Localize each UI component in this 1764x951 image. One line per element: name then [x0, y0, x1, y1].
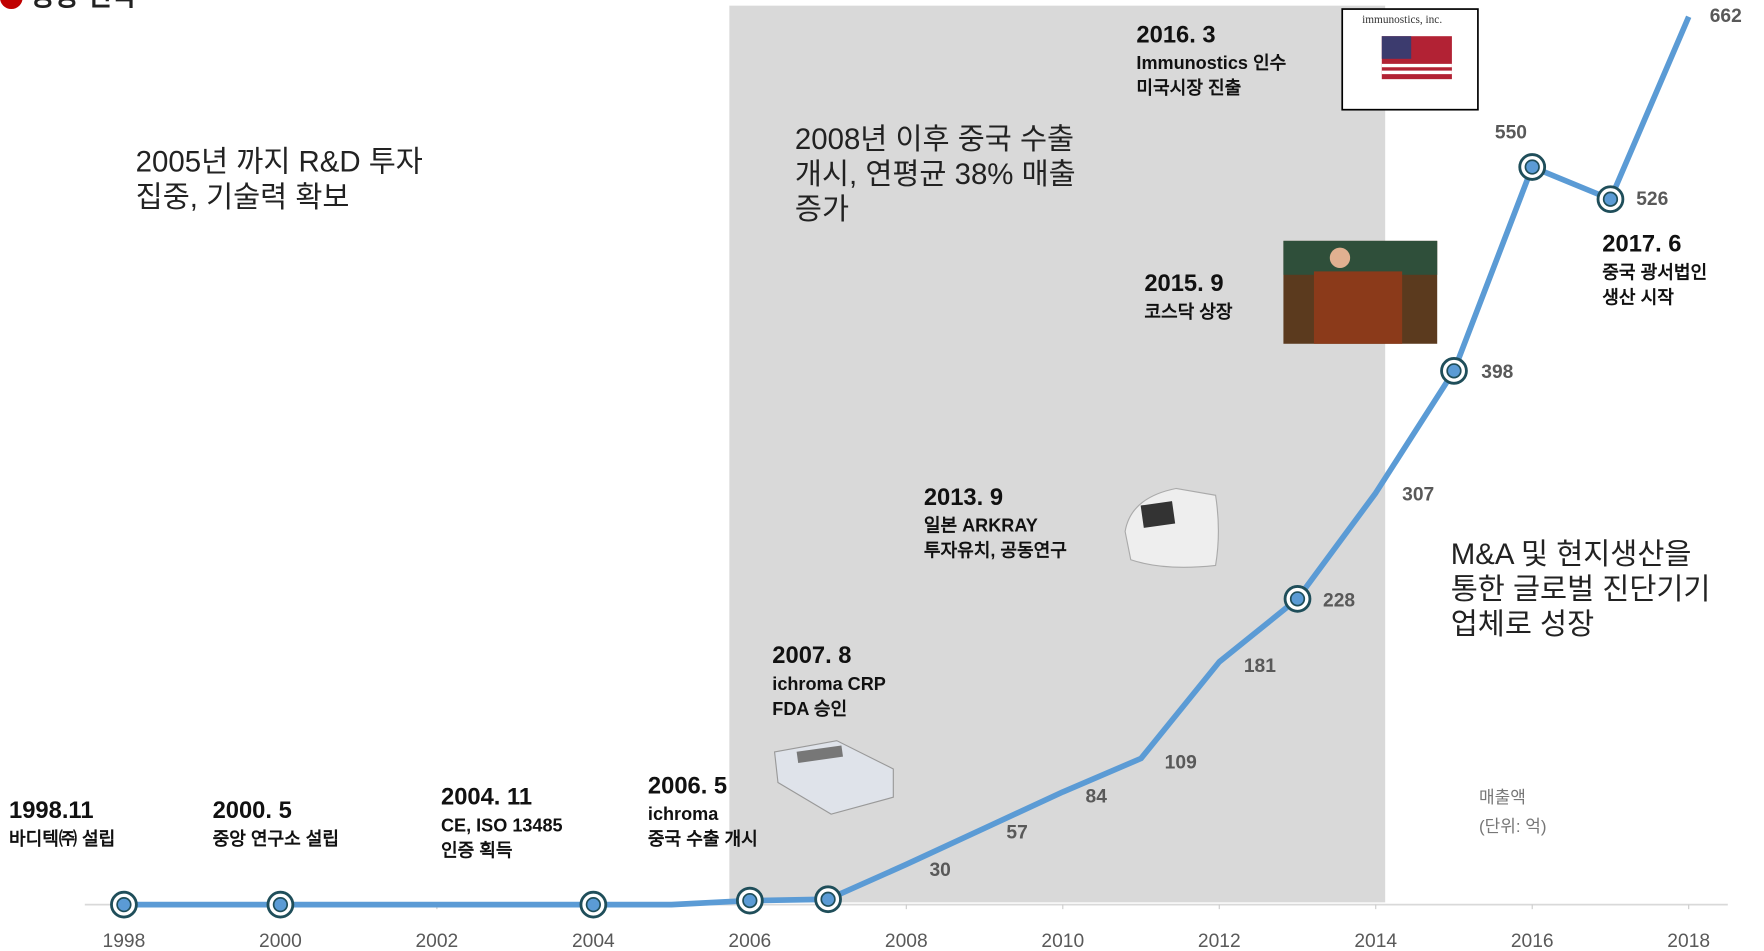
x-tick-label: 2008 — [885, 931, 928, 951]
annotation: 2005년 까지 R&D 투자 — [136, 146, 423, 179]
event-text: 미국시장 진출 — [1136, 78, 1241, 98]
point-marker-core — [1291, 592, 1305, 606]
x-tick-label: 2004 — [572, 931, 615, 951]
event-date: 2015. 9 — [1144, 271, 1223, 297]
event-text: 생산 시작 — [1602, 287, 1674, 307]
data-label: 30 — [929, 860, 950, 881]
x-tick-label: 1998 — [103, 931, 146, 951]
annotation: 증가 — [795, 193, 849, 226]
annotation: 집중, 기술력 확보 — [136, 181, 350, 214]
event-text: ichroma — [648, 804, 719, 824]
data-label: 307 — [1402, 484, 1434, 505]
event-date: 2017. 6 — [1602, 232, 1681, 258]
event-text: 투자유치, 공동연구 — [924, 541, 1067, 561]
point-marker-core — [587, 898, 601, 912]
data-label: 398 — [1481, 362, 1513, 383]
data-label: 84 — [1086, 786, 1108, 807]
annotation: 업체로 성장 — [1451, 608, 1594, 641]
point-marker-core — [1604, 192, 1618, 206]
event-text: 인증 획득 — [441, 840, 513, 860]
logo-text: immunostics, inc. — [1362, 14, 1442, 26]
event-text: FDA 승인 — [772, 699, 847, 719]
x-tick-label: 2016 — [1511, 931, 1554, 951]
annotation: 통한 글로벌 진단기기 — [1451, 573, 1711, 606]
unit-note: 매출액 — [1479, 788, 1526, 807]
event-date: 2006. 5 — [648, 773, 727, 799]
event-date: 2004. 11 — [441, 785, 532, 811]
unit-note: (단위: 억) — [1479, 817, 1547, 836]
x-tick-label: 2014 — [1354, 931, 1397, 951]
event-text: CE, ISO 13485 — [441, 815, 563, 835]
event-text: 바디텍㈜ 설립 — [9, 828, 115, 849]
data-label: 526 — [1636, 189, 1668, 210]
data-label: 109 — [1165, 752, 1197, 773]
x-tick-label: 2010 — [1041, 931, 1084, 951]
chart-title: 성장 전략 — [29, 0, 136, 11]
annotation: M&A 및 현지생산을 — [1451, 538, 1692, 571]
event-date: 2007. 8 — [772, 643, 851, 669]
data-label: 662 — [1710, 6, 1742, 27]
x-tick-label: 2002 — [415, 931, 458, 951]
photo-image — [1283, 241, 1437, 344]
event-date: 2000. 5 — [213, 798, 292, 824]
point-marker-core — [117, 898, 131, 912]
event-text: 중국 광서법인 — [1602, 262, 1707, 282]
point-marker-core — [743, 894, 757, 908]
point-marker-core — [1447, 364, 1461, 378]
data-label: 57 — [1006, 822, 1027, 843]
event-text: 중국 수출 개시 — [648, 829, 758, 849]
point-marker-core — [1525, 160, 1539, 174]
data-label: 228 — [1323, 591, 1355, 612]
title-bullet — [0, 0, 23, 9]
x-tick-label: 2018 — [1667, 931, 1710, 951]
event-date: 1998.11 — [9, 798, 93, 824]
x-tick-label: 2012 — [1198, 931, 1241, 951]
event-date: 2016. 3 — [1136, 22, 1215, 48]
chart: 성장 전략 immunostics, inc. 매출액 (단위: 억) 1998… — [0, 0, 1764, 951]
event-text: ichroma CRP — [772, 674, 886, 694]
event-text: 중앙 연구소 설립 — [213, 828, 339, 849]
annotation: 2008년 이후 중국 수출 — [795, 123, 1074, 156]
logo-image: immunostics, inc. — [1342, 9, 1478, 110]
event-date: 2013. 9 — [924, 485, 1003, 511]
point-marker-core — [821, 892, 835, 906]
event-text: 코스닥 상장 — [1144, 302, 1233, 322]
data-label: 181 — [1244, 656, 1276, 677]
annotation: 개시, 연평균 38% 매출 — [795, 158, 1076, 191]
x-tick-label: 2000 — [259, 931, 302, 951]
x-tick-label: 2006 — [728, 931, 771, 951]
point-marker-core — [274, 898, 288, 912]
event-text: 일본 ARKRAY — [924, 516, 1038, 536]
data-label: 550 — [1495, 123, 1527, 144]
event-text: Immunostics 인수 — [1136, 53, 1286, 73]
